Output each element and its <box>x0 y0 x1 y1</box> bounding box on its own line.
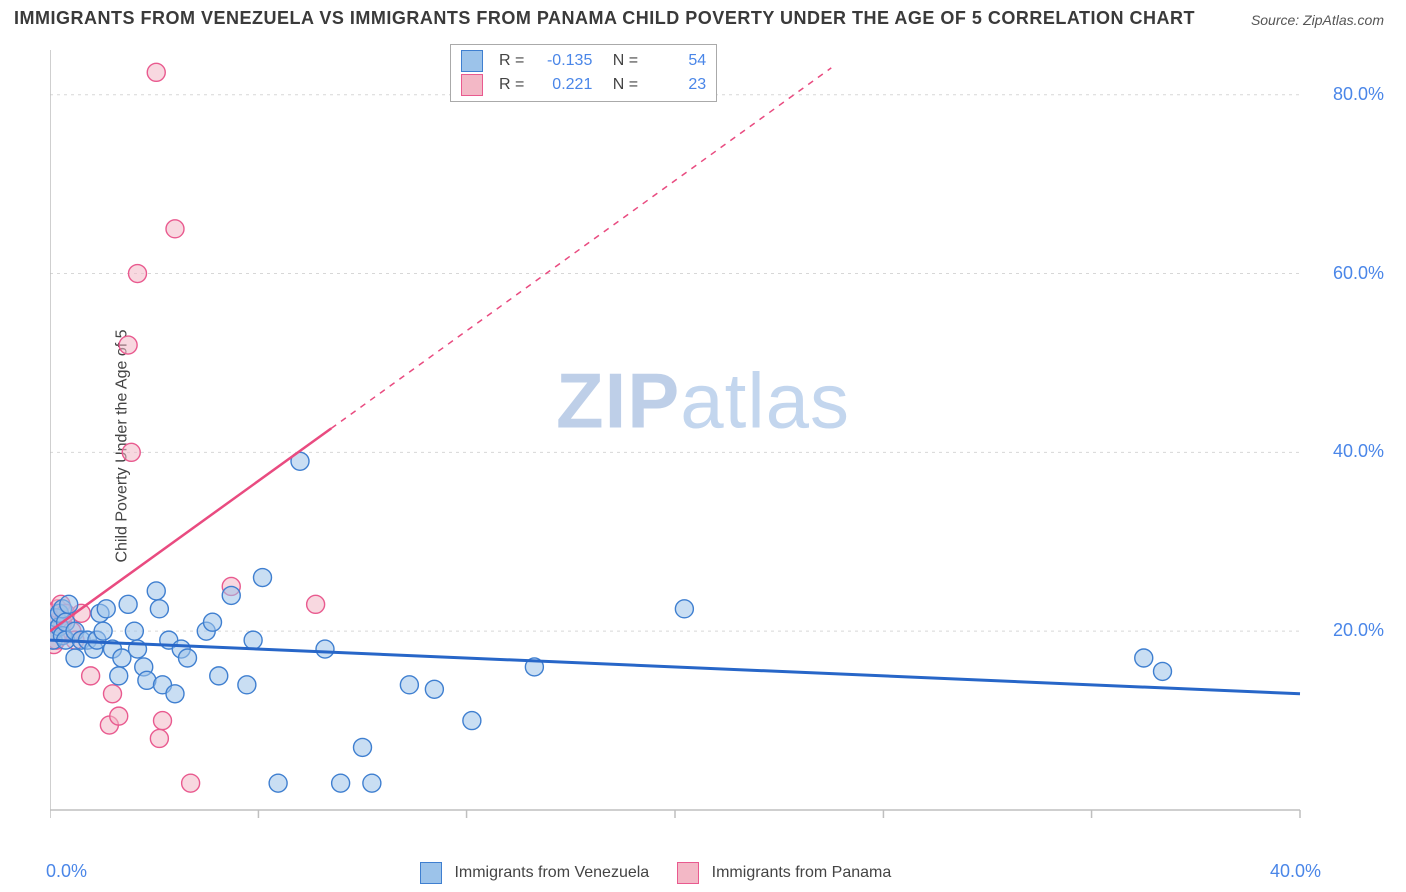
y-tick-label: 40.0% <box>1333 441 1384 462</box>
x-axis-min-label: 0.0% <box>46 861 87 882</box>
legend-item-venezuela: Immigrants from Venezuela <box>420 862 649 884</box>
stat-n-value: 23 <box>646 76 706 94</box>
y-tick-label: 60.0% <box>1333 263 1384 284</box>
stat-r-value: -0.135 <box>532 52 592 70</box>
stat-n-value: 54 <box>646 52 706 70</box>
stat-row-panama: R = 0.221 N = 23 <box>461 73 706 97</box>
stat-row-venezuela: R = -0.135 N = 54 <box>461 49 706 73</box>
scatter-plot <box>50 40 1370 840</box>
stat-legend: R = -0.135 N = 54 R = 0.221 N = 23 <box>450 44 717 102</box>
legend-label-venezuela: Immigrants from Venezuela <box>454 864 649 881</box>
x-axis-max-label: 40.0% <box>1270 861 1321 882</box>
stat-r-value: 0.221 <box>532 76 592 94</box>
y-tick-label: 80.0% <box>1333 84 1384 105</box>
chart-title: IMMIGRANTS FROM VENEZUELA VS IMMIGRANTS … <box>14 8 1195 29</box>
swatch-venezuela <box>420 862 442 884</box>
source-label: Source: ZipAtlas.com <box>1251 12 1384 28</box>
legend-label-panama: Immigrants from Panama <box>712 864 892 881</box>
y-tick-label: 20.0% <box>1333 620 1384 641</box>
bottom-legend: Immigrants from Venezuela Immigrants fro… <box>420 862 891 884</box>
stat-r-label: R = <box>499 52 524 70</box>
swatch-panama-small <box>461 74 483 96</box>
stat-r-label: R = <box>499 76 524 94</box>
stat-n-label: N = <box>613 76 638 94</box>
swatch-panama <box>677 862 699 884</box>
swatch-venezuela-small <box>461 50 483 72</box>
stat-n-label: N = <box>613 52 638 70</box>
legend-item-panama: Immigrants from Panama <box>677 862 891 884</box>
